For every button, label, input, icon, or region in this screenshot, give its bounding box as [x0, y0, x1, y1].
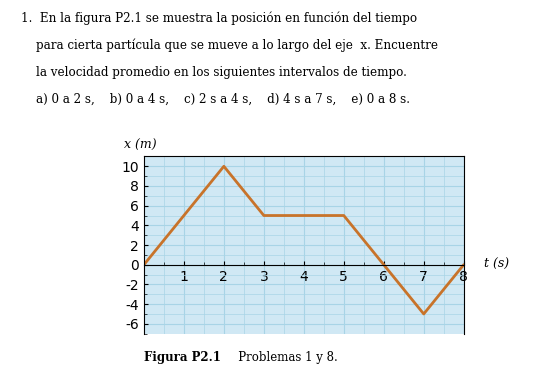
Text: para cierta partícula que se mueve a lo largo del eje  x. Encuentre: para cierta partícula que se mueve a lo …	[21, 38, 438, 52]
Text: a) 0 a 2 s,    b) 0 a 4 s,    c) 2 s a 4 s,    d) 4 s a 7 s,    e) 0 a 8 s.: a) 0 a 2 s, b) 0 a 4 s, c) 2 s a 4 s, d)…	[21, 93, 410, 106]
Text: x (m): x (m)	[124, 138, 157, 152]
Text: Problemas 1 y 8.: Problemas 1 y 8.	[227, 351, 337, 363]
Text: 1.  En la figura P2.1 se muestra la posición en función del tiempo: 1. En la figura P2.1 se muestra la posic…	[21, 11, 417, 25]
Text: la velocidad promedio en los siguientes intervalos de tiempo.: la velocidad promedio en los siguientes …	[21, 66, 407, 78]
Text: Figura P2.1: Figura P2.1	[144, 351, 221, 363]
Text: t (s): t (s)	[484, 258, 509, 271]
